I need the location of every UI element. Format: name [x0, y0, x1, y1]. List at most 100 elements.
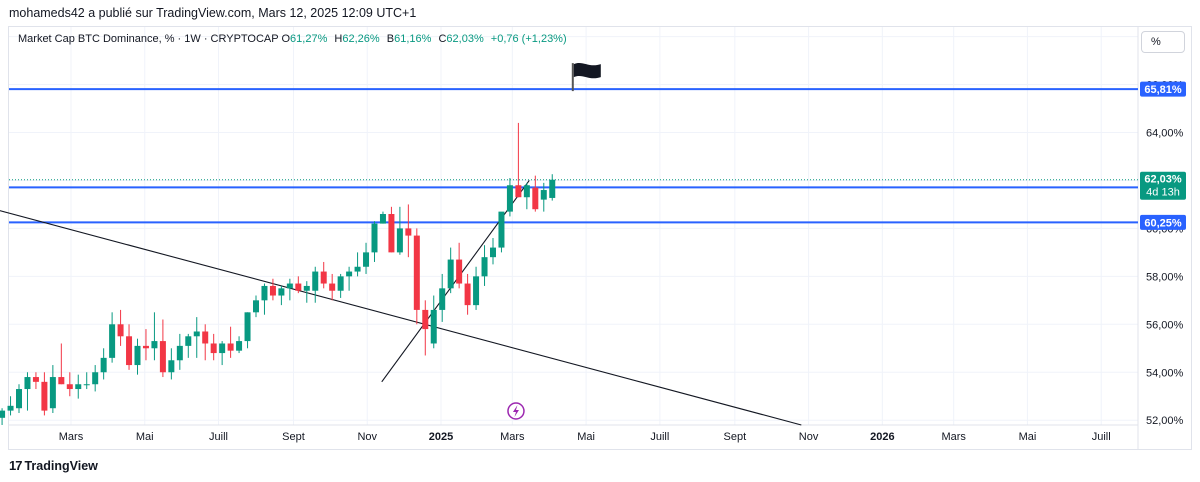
x-tick-label: Mars [941, 431, 966, 443]
candle-body [0, 410, 6, 418]
candle-body [320, 271, 327, 284]
low-label: B [386, 33, 395, 45]
last-price-badge-bg [1140, 171, 1186, 200]
bar-countdown: 4d 13h [1146, 187, 1180, 199]
event-marker-bolt [512, 405, 519, 417]
black-flag-icon [571, 62, 601, 92]
publish-info: mohameds42 a publié sur TradingView.com,… [9, 6, 417, 20]
tradingview-logo-icon: 17 [9, 458, 23, 473]
candle-body [92, 372, 99, 385]
candle-body [253, 300, 259, 313]
close-label: C [438, 33, 447, 45]
candle-body [193, 331, 200, 337]
candle-body [337, 276, 344, 291]
candle-body [447, 259, 454, 289]
candle-body [202, 331, 209, 344]
x-tick-label: Nov [799, 431, 819, 443]
time-axis[interactable]: Mars Mai Juill Sept Nov 2025 Mars Mai Juill Sept N… [59, 431, 1111, 443]
y-tick-label: 56,00% [1146, 319, 1184, 331]
candle-body [58, 377, 65, 385]
candle-body [109, 324, 116, 358]
chart-legend: Market Cap BTC Dominance, % · 1W · CRYPT… [18, 33, 571, 45]
candle-body [439, 288, 446, 310]
candle-body [515, 185, 522, 198]
candle-body [32, 377, 39, 382]
trendline [381, 180, 530, 383]
candle-body [286, 283, 293, 289]
x-tick-label: Nov [357, 431, 377, 443]
level-price-badge: 65,81% [1144, 84, 1182, 96]
y-tick-label: 64,00% [1146, 127, 1184, 139]
candles [0, 122, 556, 425]
candle-body [489, 247, 496, 258]
x-tick-label: Juill [1092, 431, 1111, 443]
x-tick-label: Sept [282, 431, 305, 443]
candle-body [66, 384, 73, 390]
symbol-title: Market Cap BTC Dominance, % · 1W · CRYPT… [18, 33, 279, 45]
high-value: 62,26% [342, 33, 380, 45]
candle-body [540, 190, 547, 200]
x-tick-label: Juill [650, 431, 669, 443]
candle-body [269, 285, 276, 296]
candle-body [117, 324, 124, 337]
candle-body [413, 235, 420, 310]
candle-body [16, 389, 23, 409]
candle-body [303, 285, 310, 291]
candle-body [7, 405, 14, 411]
candle-body [405, 228, 412, 236]
candle-body [464, 283, 471, 306]
change-value: +0,76 (+1,23%) [490, 33, 567, 45]
candle-body [219, 343, 226, 354]
level-price-badge-bg [1140, 81, 1186, 97]
x-tick-label: Mars [500, 431, 525, 443]
candle-body [244, 312, 251, 342]
x-tick-label: Mai [577, 431, 595, 443]
candle-body [41, 381, 48, 411]
candle-body [371, 223, 378, 253]
candle-body [134, 345, 141, 366]
low-value: 61,16% [394, 33, 432, 45]
candle-body [354, 266, 361, 272]
y-tick-label: 58,00% [1146, 271, 1184, 283]
percent-scale-button[interactable]: % [1141, 31, 1185, 53]
candle-body [430, 309, 437, 344]
candle-body [24, 377, 31, 390]
candle-body [261, 285, 268, 301]
x-tick-label: Mars [59, 431, 84, 443]
candle-body [388, 214, 395, 253]
open-value: 61,27% [290, 33, 328, 45]
candle-body [227, 343, 234, 351]
candle-body [168, 360, 175, 373]
x-tick-label: 2026 [870, 431, 894, 443]
candle-body [210, 343, 217, 354]
candle-body [346, 271, 353, 277]
level-price-badge-bg [1140, 214, 1186, 230]
footer-brand[interactable]: 17 TradingView [9, 458, 98, 473]
lightning-icon [507, 402, 525, 420]
x-tick-label: Sept [724, 431, 747, 443]
candle-body [379, 214, 386, 224]
candle-body [278, 288, 285, 296]
open-label: O [281, 33, 291, 45]
candle-body [236, 341, 243, 351]
markers[interactable] [507, 62, 601, 420]
x-tick-label: Juill [209, 431, 228, 443]
candle-body [83, 384, 90, 386]
candle-body [549, 179, 556, 198]
x-tick-label: 2025 [429, 431, 453, 443]
trendlines[interactable] [0, 180, 802, 426]
candle-body [506, 185, 513, 212]
candle-body [295, 283, 302, 291]
candle-body [329, 283, 336, 291]
candle-body [100, 357, 107, 373]
candle-body [185, 336, 192, 346]
horizontal-levels[interactable] [9, 88, 1138, 224]
candle-body [532, 187, 539, 210]
x-tick-label: Mai [136, 431, 154, 443]
y-tick-label: 54,00% [1146, 367, 1184, 379]
candle-body [523, 185, 530, 198]
x-tick-label: Mai [1019, 431, 1037, 443]
candle-body [151, 341, 158, 349]
candle-body [481, 257, 488, 277]
